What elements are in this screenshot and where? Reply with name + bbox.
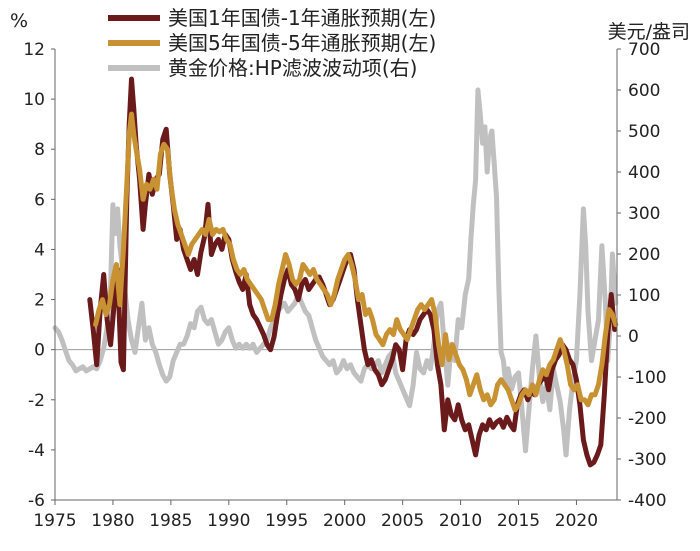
left-tick-label: 2	[34, 291, 45, 311]
right-tick-label: 200	[628, 245, 660, 265]
right-tick-label: 600	[628, 81, 660, 101]
right-tick-label: 100	[628, 286, 660, 306]
left-tick-label: 8	[34, 140, 45, 160]
x-tick-label: 2005	[381, 511, 424, 531]
right-tick-label: 700	[628, 40, 660, 60]
x-tick-label: 1990	[207, 511, 250, 531]
x-tick-label: 1995	[265, 511, 308, 531]
x-tick-label: 2015	[497, 511, 540, 531]
legend-label-3: 黄金价格:HP滤波波动项(右)	[168, 56, 417, 80]
right-tick-label: -400	[628, 491, 667, 511]
right-tick-label: -100	[628, 368, 667, 388]
left-tick-label: -4	[28, 441, 45, 461]
x-tick-label: 1980	[91, 511, 134, 531]
left-axis-title: %	[10, 10, 28, 32]
left-tick-label: -6	[28, 491, 45, 511]
right-axis-title: 美元/盎司	[608, 21, 690, 43]
right-tick-label: 500	[628, 122, 660, 142]
left-tick-label: -2	[28, 391, 45, 411]
x-tick-label: 2010	[439, 511, 482, 531]
left-tick-label: 10	[23, 90, 45, 110]
left-tick-label: 12	[23, 40, 45, 60]
legend: 美国1年国债-1年通胀预期(左)美国5年国债-5年通胀预期(左)黄金价格:HP滤…	[108, 6, 436, 80]
left-tick-label: 6	[34, 190, 45, 210]
x-tick-label: 1975	[33, 511, 76, 531]
left-tick-label: 4	[34, 240, 45, 260]
series-line-3	[52, 87, 619, 458]
right-tick-label: 0	[628, 327, 639, 347]
axes-group	[54, 49, 618, 501]
series-line-2	[93, 111, 619, 413]
tick-labels-group: 12 10 8 6 4 2 0 -2 -4 -6 700 600 500 400 300 200 100 0 -10…	[23, 40, 666, 531]
legend-label-2: 美国5年国债-5年通胀预期(左)	[168, 31, 436, 55]
legend-label-1: 美国1年国债-1年通胀预期(左)	[168, 6, 436, 30]
x-tick-label: 2020	[555, 511, 598, 531]
series-group	[52, 76, 619, 468]
right-tick-label: 300	[628, 204, 660, 224]
right-tick-label: -300	[628, 450, 667, 470]
x-tick-label: 1985	[149, 511, 192, 531]
left-tick-label: 0	[34, 341, 45, 361]
right-tick-label: 400	[628, 163, 660, 183]
right-tick-label: -200	[628, 409, 667, 429]
x-tick-label: 2000	[323, 511, 366, 531]
